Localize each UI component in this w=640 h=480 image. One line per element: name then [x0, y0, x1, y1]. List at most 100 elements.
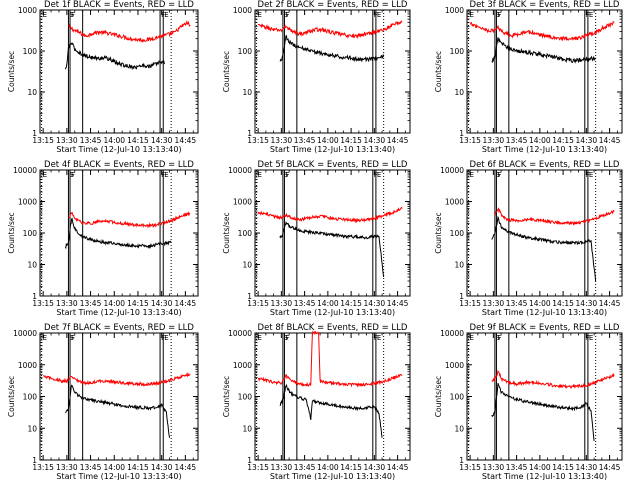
x-tick-label: 14:15: [127, 136, 149, 145]
time-marker-label: E: [377, 334, 381, 342]
x-tick-label: 14:30: [364, 463, 386, 472]
series-line-lld: [469, 20, 615, 42]
series-line-events: [279, 35, 385, 63]
x-tick-label: 13:30: [483, 463, 505, 472]
y-tick-label: 100: [23, 229, 38, 238]
x-tick-label: 13:15: [32, 299, 54, 308]
time-marker-label: F: [71, 11, 75, 19]
x-tick-label: 13:15: [32, 136, 54, 145]
x-tick-label: 14:15: [127, 463, 149, 472]
y-tick-label: 10: [242, 88, 252, 97]
chart-panel-9: Det 9f BLACK = Events, RED = LLD 1 10 100 10…: [434, 323, 623, 480]
y-tick-label: 1000: [445, 6, 464, 15]
y-tick-label: 1000: [233, 198, 252, 207]
x-tick-label: 13:30: [56, 463, 78, 472]
time-marker-label: E: [164, 334, 168, 342]
time-marker-label: S: [496, 171, 501, 179]
x-tick-label: 13:15: [459, 463, 481, 472]
x-tick-label: 14:45: [387, 299, 409, 308]
y-tick-label: 100: [450, 47, 465, 56]
chart-title: Det 7f BLACK = Events, RED = LLD: [44, 323, 194, 333]
series-line-lld: [257, 330, 403, 388]
time-marker-label: F: [497, 334, 501, 342]
x-tick-label: 13:45: [506, 463, 528, 472]
x-tick-label: 14:15: [340, 136, 362, 145]
y-axis-label: Counts/sec: [434, 376, 443, 417]
x-tick-label: 14:30: [151, 136, 173, 145]
chart-title: Det 4f BLACK = Events, RED = LLD: [44, 160, 194, 170]
x-tick-label: 14:15: [552, 299, 574, 308]
x-tick-label: 14:30: [576, 136, 598, 145]
x-axis-label: Start Time (12-Jul-10 13:13:40): [270, 308, 395, 317]
series-line-lld: [257, 207, 403, 224]
x-tick-label: 14:30: [576, 463, 598, 472]
y-tick-label: 10: [27, 424, 37, 433]
x-tick-label: 14:00: [317, 463, 339, 472]
time-marker-label: F: [71, 171, 75, 179]
chart-title: Det 1f BLACK = Events, RED = LLD: [44, 0, 194, 10]
plot-frame: [39, 9, 199, 134]
y-tick-label: 100: [450, 229, 465, 238]
y-axis-label: Counts/sec: [7, 51, 16, 92]
plot-frame: [39, 169, 199, 297]
chart-title: Det 8f BLACK = Events, RED = LLD: [258, 323, 408, 333]
y-tick-label: 100: [238, 229, 253, 238]
x-tick-label: 13:45: [294, 136, 316, 145]
plot-frame: [254, 332, 411, 461]
x-tick-label: 13:45: [506, 299, 528, 308]
x-tick-label: 13:45: [294, 463, 316, 472]
x-tick-label: 14:30: [151, 299, 173, 308]
y-tick-label: 1000: [445, 198, 464, 207]
time-marker-label: E: [470, 171, 474, 179]
x-tick-label: 13:15: [459, 136, 481, 145]
time-marker-label: E: [43, 171, 47, 179]
chart-panel-6: Det 6f BLACK = Events, RED = LLD 1 10 100 10…: [434, 160, 623, 317]
y-tick-label: 10000: [228, 329, 252, 338]
y-axis-label: Counts/sec: [434, 51, 443, 92]
x-tick-label: 13:45: [80, 136, 102, 145]
x-axis-label: Start Time (12-Jul-10 13:13:40): [270, 145, 395, 154]
chart-title: Det 3f BLACK = Events, RED = LLD: [470, 0, 620, 10]
x-tick-label: 14:15: [552, 463, 574, 472]
plot-frame: [466, 9, 623, 134]
y-tick-label: 1000: [445, 361, 464, 370]
x-axis-label: Start Time (12-Jul-10 13:13:40): [482, 472, 607, 480]
x-tick-label: 14:30: [576, 299, 598, 308]
y-tick-label: 1: [32, 129, 37, 138]
y-tick-label: 1: [247, 456, 252, 465]
y-tick-label: 1: [32, 456, 37, 465]
x-tick-label: 14:00: [103, 136, 125, 145]
x-tick-label: 14:00: [317, 136, 339, 145]
x-tick-label: 13:30: [56, 299, 78, 308]
series-line-events: [64, 217, 172, 250]
x-tick-label: 13:30: [56, 136, 78, 145]
time-marker-label: E: [377, 11, 381, 19]
x-tick-label: 14:00: [529, 463, 551, 472]
y-tick-label: 10000: [440, 329, 464, 338]
x-tick-label: 13:45: [294, 299, 316, 308]
chart-panel-3: Det 3f BLACK = Events, RED = LLD 1 10 100 10…: [434, 0, 623, 154]
x-tick-label: 13:15: [247, 299, 269, 308]
y-tick-label: 100: [238, 47, 253, 56]
x-tick-label: 14:15: [340, 463, 362, 472]
time-marker-label: F: [285, 334, 289, 342]
x-tick-label: 14:45: [175, 299, 197, 308]
y-tick-label: 1000: [18, 361, 37, 370]
y-tick-label: 10: [242, 261, 252, 270]
time-marker-label: E: [470, 334, 474, 342]
time-marker-label: E: [164, 11, 168, 19]
x-axis-label: Start Time (12-Jul-10 13:13:40): [56, 308, 181, 317]
y-tick-label: 100: [23, 393, 38, 402]
series-line-lld: [494, 207, 615, 226]
y-tick-label: 1000: [18, 6, 37, 15]
time-marker-label: E: [589, 171, 593, 179]
x-tick-label: 14:30: [364, 136, 386, 145]
x-tick-label: 14:45: [175, 463, 197, 472]
series-line-lld: [491, 369, 615, 390]
x-tick-label: 13:15: [32, 463, 54, 472]
y-tick-label: 100: [238, 393, 253, 402]
chart-panel-4: Det 4f BLACK = Events, RED = LLD 1 10 100 10…: [7, 160, 199, 317]
series-line-events: [65, 384, 171, 438]
time-marker-label: S: [496, 334, 501, 342]
y-axis-label: Counts/sec: [7, 376, 16, 417]
